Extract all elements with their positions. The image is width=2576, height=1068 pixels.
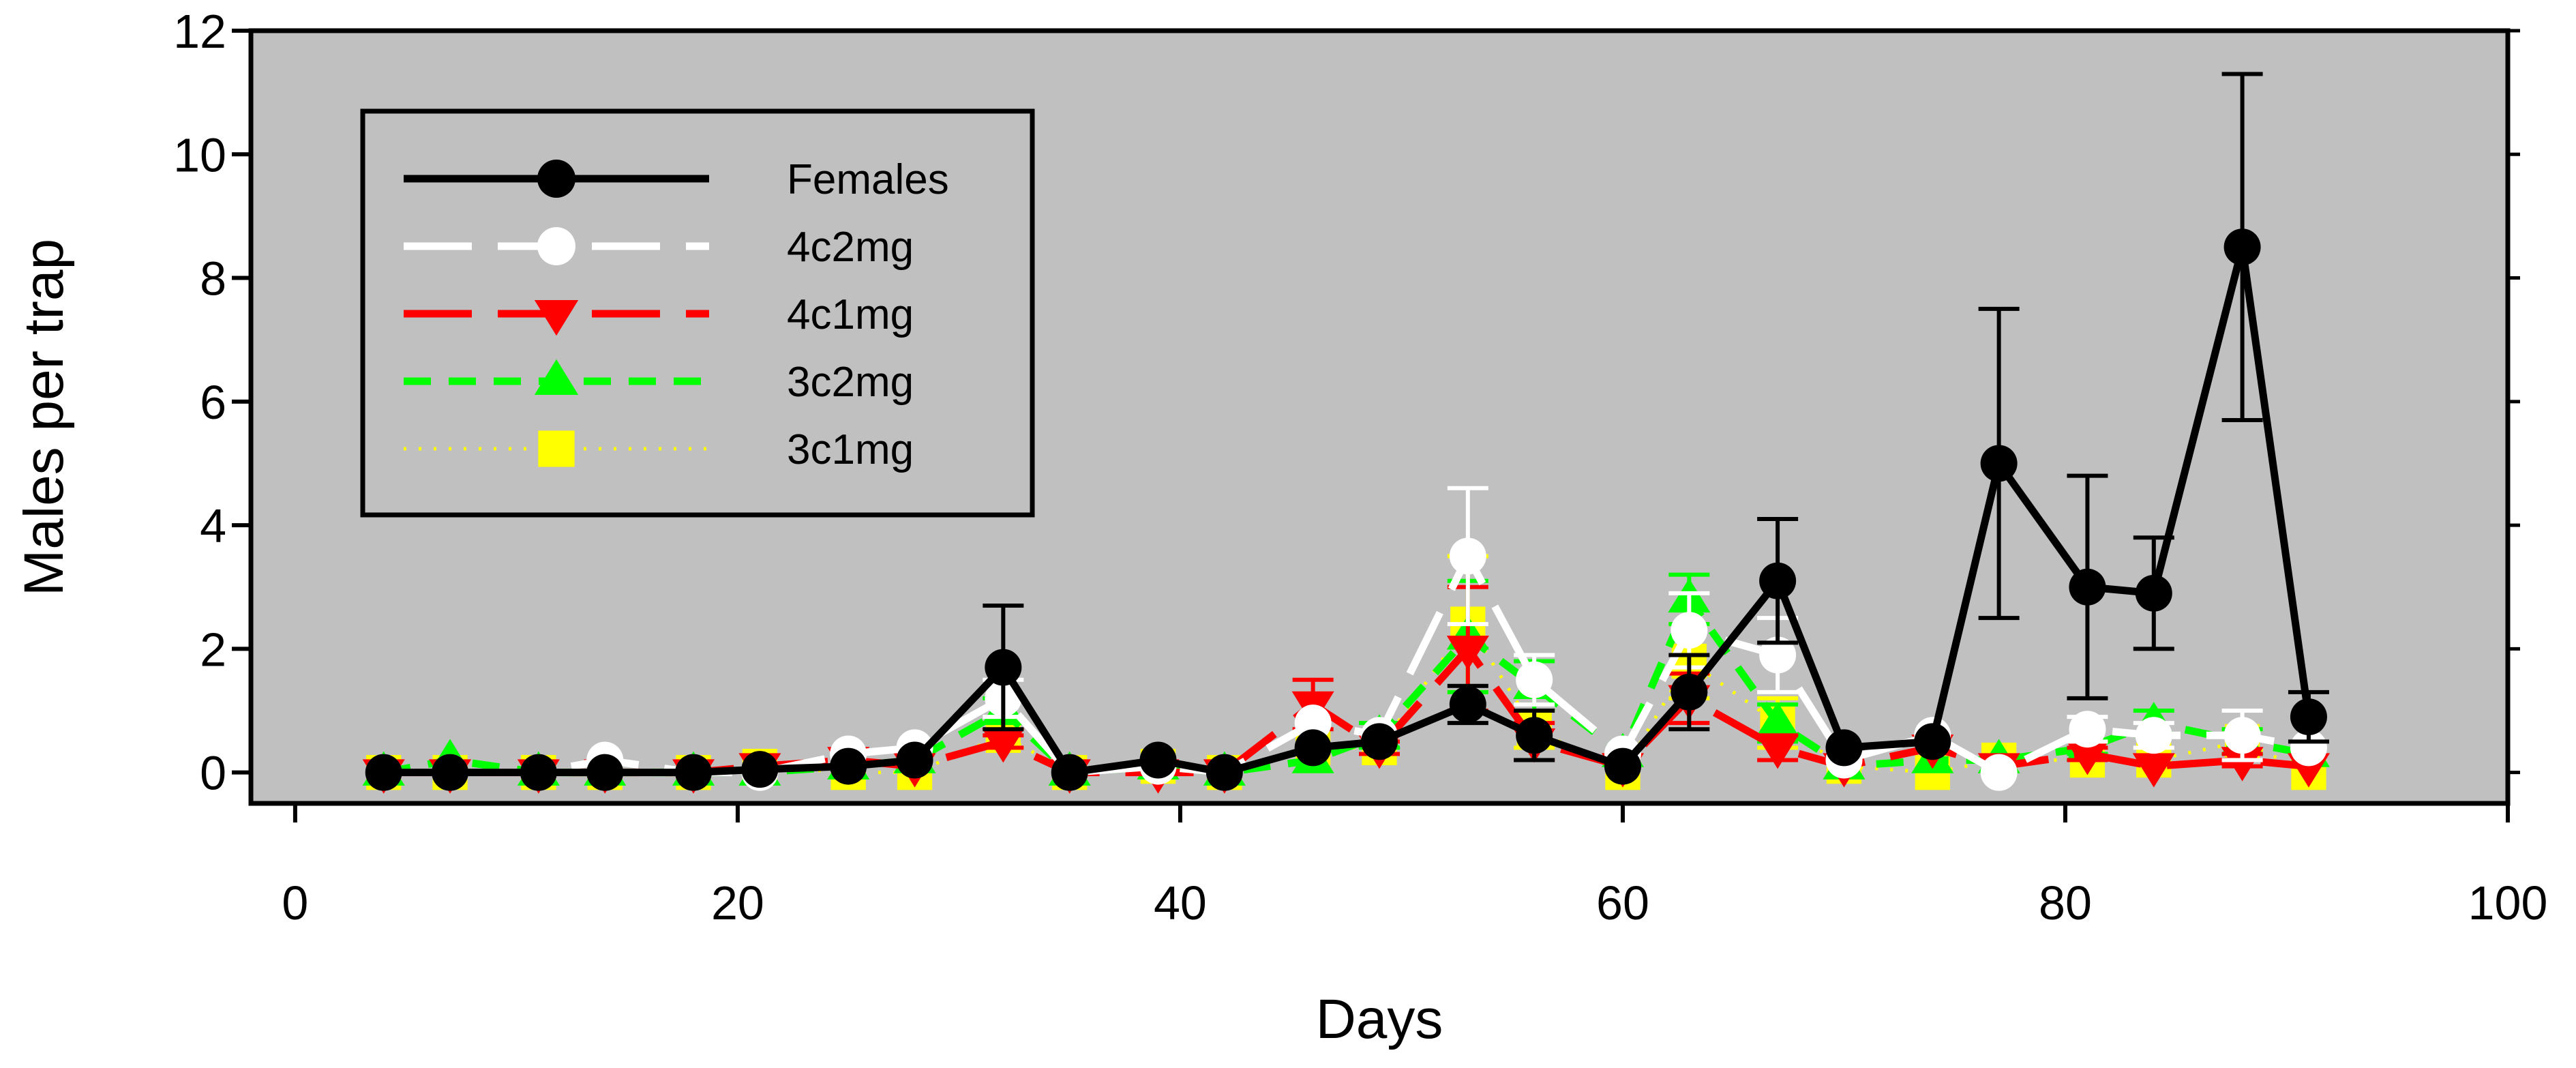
series-layer	[362, 72, 2330, 794]
legend-marker	[538, 430, 575, 467]
data-point	[432, 754, 469, 791]
y-tick-label: 6	[200, 376, 226, 429]
data-point	[2223, 228, 2261, 266]
data-point	[2223, 717, 2261, 754]
data-point	[1449, 537, 1486, 575]
legend-marker	[537, 227, 575, 265]
legend-label: Females	[787, 156, 949, 203]
data-point	[1914, 723, 1951, 760]
y-tick-label: 8	[200, 252, 226, 306]
data-point	[985, 649, 1022, 686]
y-tick-label: 0	[200, 747, 226, 800]
y-tick-label: 12	[173, 5, 226, 58]
data-point	[1980, 754, 2018, 791]
data-point	[1604, 747, 1641, 785]
data-point	[2290, 698, 2327, 736]
x-tick-label: 0	[282, 876, 308, 930]
y-tick-label: 2	[200, 623, 226, 676]
legend-entry: Females	[404, 156, 949, 203]
data-point	[2221, 747, 2264, 782]
data-point	[982, 728, 1025, 763]
data-point	[586, 754, 624, 791]
data-point	[2290, 729, 2327, 767]
data-point	[1759, 636, 1797, 674]
data-point	[1139, 741, 1177, 779]
data-point	[1516, 717, 1553, 754]
data-point	[1980, 445, 2018, 482]
data-point	[1446, 636, 1489, 670]
y-tick-label: 10	[173, 128, 226, 181]
data-point	[1361, 723, 1398, 760]
data-point	[1516, 661, 1553, 698]
data-point	[1759, 562, 1797, 599]
data-point	[1671, 612, 1708, 649]
data-point	[1671, 673, 1708, 711]
x-tick-label: 60	[1596, 876, 1649, 930]
data-point	[1051, 754, 1088, 791]
legend-entry: 4c1mg	[404, 291, 914, 338]
data-point	[1294, 729, 1332, 767]
x-tick-label: 80	[2039, 876, 2092, 930]
axis-layer: 0 20 40 60 80 100 0 2 4 6 8 10 12	[173, 5, 2547, 930]
data-point	[2066, 741, 2109, 775]
y-tick-label: 4	[200, 499, 226, 552]
data-point	[1756, 702, 1799, 737]
data-point	[1205, 754, 1243, 791]
plot-background	[251, 31, 2508, 803]
plot-frame	[248, 28, 2511, 806]
data-point	[896, 741, 933, 779]
x-tick-label: 100	[2468, 876, 2548, 930]
legend-marker	[534, 359, 579, 395]
data-point	[365, 754, 402, 791]
data-point	[520, 754, 557, 791]
legend-entry: 3c1mg	[404, 426, 914, 473]
data-point	[1449, 685, 1486, 723]
legend-box	[360, 108, 1035, 518]
data-point	[1825, 729, 1863, 767]
data-point	[2132, 753, 2175, 788]
legend-label: 4c1mg	[787, 291, 914, 338]
series-Females	[365, 72, 2329, 791]
data-point	[1756, 735, 1799, 769]
legend-marker	[537, 160, 575, 198]
data-point	[2135, 574, 2172, 612]
data-point	[675, 754, 713, 791]
data-point	[741, 751, 779, 788]
legend-rows: Females 4c2mg 4c1mg 3c2mg 3c1mg	[404, 156, 949, 473]
data-point	[830, 747, 867, 785]
x-axis-title: Days	[1316, 988, 1443, 1050]
data-point	[2135, 717, 2172, 754]
legend-label: 4c2mg	[787, 224, 914, 271]
x-tick-label: 40	[1154, 876, 1207, 930]
legend-marker	[534, 300, 579, 336]
legend: Females 4c2mg 4c1mg 3c2mg 3c1mg	[360, 108, 1035, 518]
legend-label: 3c1mg	[787, 426, 914, 473]
data-point	[2069, 568, 2106, 606]
legend-entry: 4c2mg	[404, 224, 914, 271]
x-tick-label: 20	[711, 876, 764, 930]
y-axis-title: Males per trap	[13, 239, 75, 596]
legend-entry: 3c2mg	[404, 359, 914, 406]
data-point	[2069, 711, 2106, 748]
legend-label: 3c2mg	[787, 359, 914, 406]
